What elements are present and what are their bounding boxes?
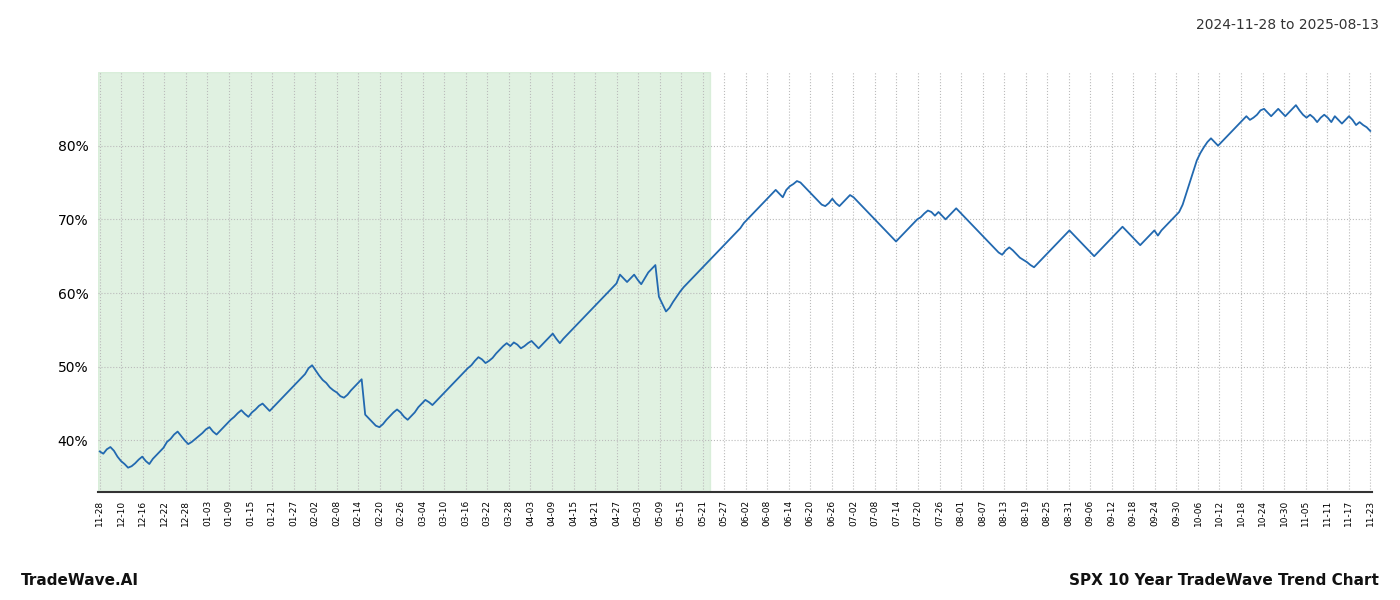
Bar <box>98 72 710 492</box>
Text: TradeWave.AI: TradeWave.AI <box>21 573 139 588</box>
Text: SPX 10 Year TradeWave Trend Chart: SPX 10 Year TradeWave Trend Chart <box>1070 573 1379 588</box>
Text: 2024-11-28 to 2025-08-13: 2024-11-28 to 2025-08-13 <box>1196 18 1379 32</box>
